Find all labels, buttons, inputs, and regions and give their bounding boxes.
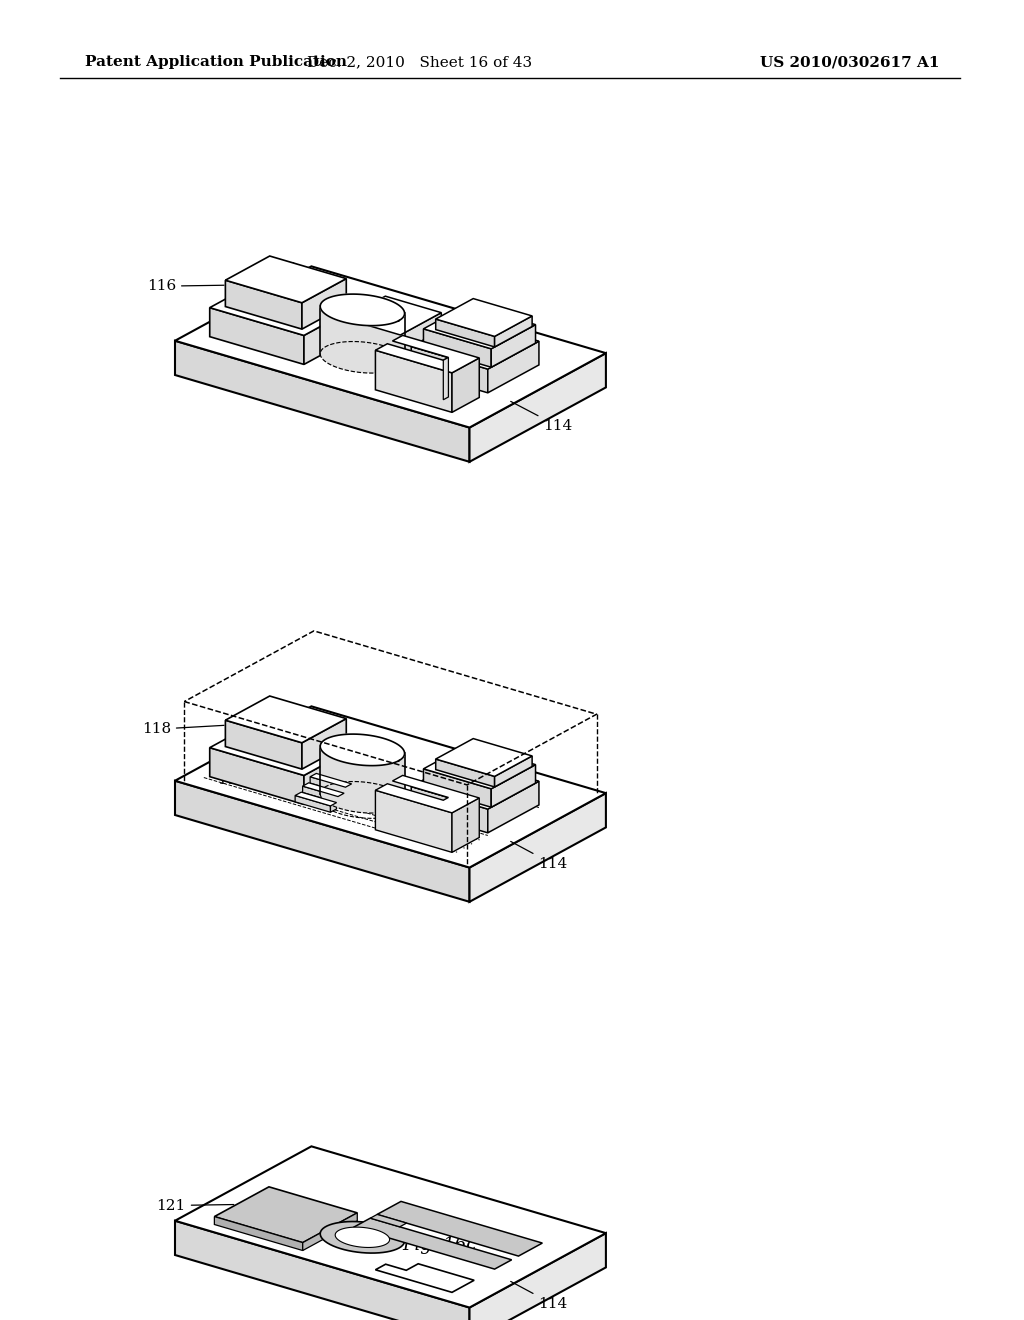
Polygon shape (376, 775, 479, 813)
Polygon shape (321, 734, 404, 766)
Polygon shape (469, 793, 606, 902)
Polygon shape (376, 350, 452, 412)
Text: Fig. 16c: Fig. 16c (402, 1236, 476, 1254)
Polygon shape (302, 718, 346, 770)
Polygon shape (400, 313, 441, 362)
Polygon shape (175, 1146, 606, 1308)
Text: 114: 114 (511, 1282, 567, 1311)
Polygon shape (435, 759, 495, 787)
Polygon shape (424, 768, 492, 808)
Text: 121: 121 (157, 1199, 233, 1213)
Polygon shape (452, 799, 479, 853)
Text: 117: 117 (257, 708, 345, 756)
Polygon shape (412, 347, 487, 393)
Polygon shape (412, 787, 487, 833)
Text: 115: 115 (267, 263, 345, 317)
Polygon shape (175, 1221, 469, 1320)
Polygon shape (225, 256, 346, 302)
Polygon shape (175, 706, 606, 867)
Polygon shape (321, 746, 404, 813)
Polygon shape (295, 792, 337, 807)
Text: 116: 116 (146, 280, 224, 293)
Polygon shape (214, 1187, 357, 1242)
Polygon shape (443, 358, 449, 400)
Polygon shape (302, 279, 346, 329)
Text: Patent Application Publication: Patent Application Publication (85, 55, 347, 69)
Polygon shape (225, 721, 302, 770)
Polygon shape (344, 296, 441, 335)
Polygon shape (214, 1217, 303, 1250)
Polygon shape (321, 306, 404, 374)
Polygon shape (210, 308, 304, 364)
Polygon shape (469, 354, 606, 462)
Polygon shape (371, 1214, 407, 1226)
Polygon shape (310, 776, 345, 793)
Polygon shape (377, 1201, 543, 1257)
Polygon shape (335, 1228, 389, 1247)
Text: US 2010/0302617 A1: US 2010/0302617 A1 (761, 55, 940, 69)
Polygon shape (487, 341, 539, 393)
Polygon shape (175, 341, 469, 462)
Polygon shape (338, 793, 344, 803)
Polygon shape (310, 774, 351, 787)
Polygon shape (492, 764, 536, 808)
Polygon shape (210, 715, 361, 775)
Polygon shape (353, 1218, 512, 1269)
Polygon shape (376, 335, 479, 372)
Polygon shape (344, 318, 400, 362)
Text: 114: 114 (511, 841, 567, 871)
Polygon shape (210, 747, 304, 804)
Text: 119: 119 (217, 774, 305, 796)
Polygon shape (304, 744, 361, 804)
Polygon shape (435, 319, 495, 347)
Polygon shape (225, 696, 346, 743)
Polygon shape (175, 267, 606, 428)
Text: 118: 118 (141, 722, 224, 737)
Polygon shape (452, 358, 479, 412)
Polygon shape (424, 305, 536, 348)
Polygon shape (435, 739, 532, 776)
Polygon shape (295, 796, 331, 812)
Polygon shape (469, 1233, 606, 1320)
Text: Dec. 2, 2010   Sheet 16 of 43: Dec. 2, 2010 Sheet 16 of 43 (307, 55, 532, 69)
Polygon shape (321, 294, 404, 326)
Polygon shape (303, 783, 344, 796)
Polygon shape (376, 1263, 474, 1292)
Polygon shape (321, 1221, 404, 1253)
Polygon shape (345, 784, 351, 793)
Polygon shape (412, 759, 539, 809)
Polygon shape (331, 803, 337, 812)
Polygon shape (303, 787, 338, 803)
Polygon shape (435, 298, 532, 337)
Polygon shape (487, 781, 539, 833)
Polygon shape (376, 791, 452, 853)
Polygon shape (225, 280, 302, 329)
Text: 114: 114 (511, 401, 572, 433)
Polygon shape (424, 744, 536, 789)
Polygon shape (175, 780, 469, 902)
Polygon shape (304, 304, 361, 364)
Polygon shape (424, 329, 492, 367)
Polygon shape (210, 276, 361, 335)
Polygon shape (303, 1213, 357, 1250)
Polygon shape (495, 756, 532, 787)
Text: 120: 120 (267, 1195, 345, 1245)
Polygon shape (495, 315, 532, 347)
Text: Fig. 16b: Fig. 16b (401, 796, 477, 813)
Text: Fig. 16a: Fig. 16a (402, 355, 477, 374)
Polygon shape (412, 318, 539, 370)
Polygon shape (492, 325, 536, 367)
